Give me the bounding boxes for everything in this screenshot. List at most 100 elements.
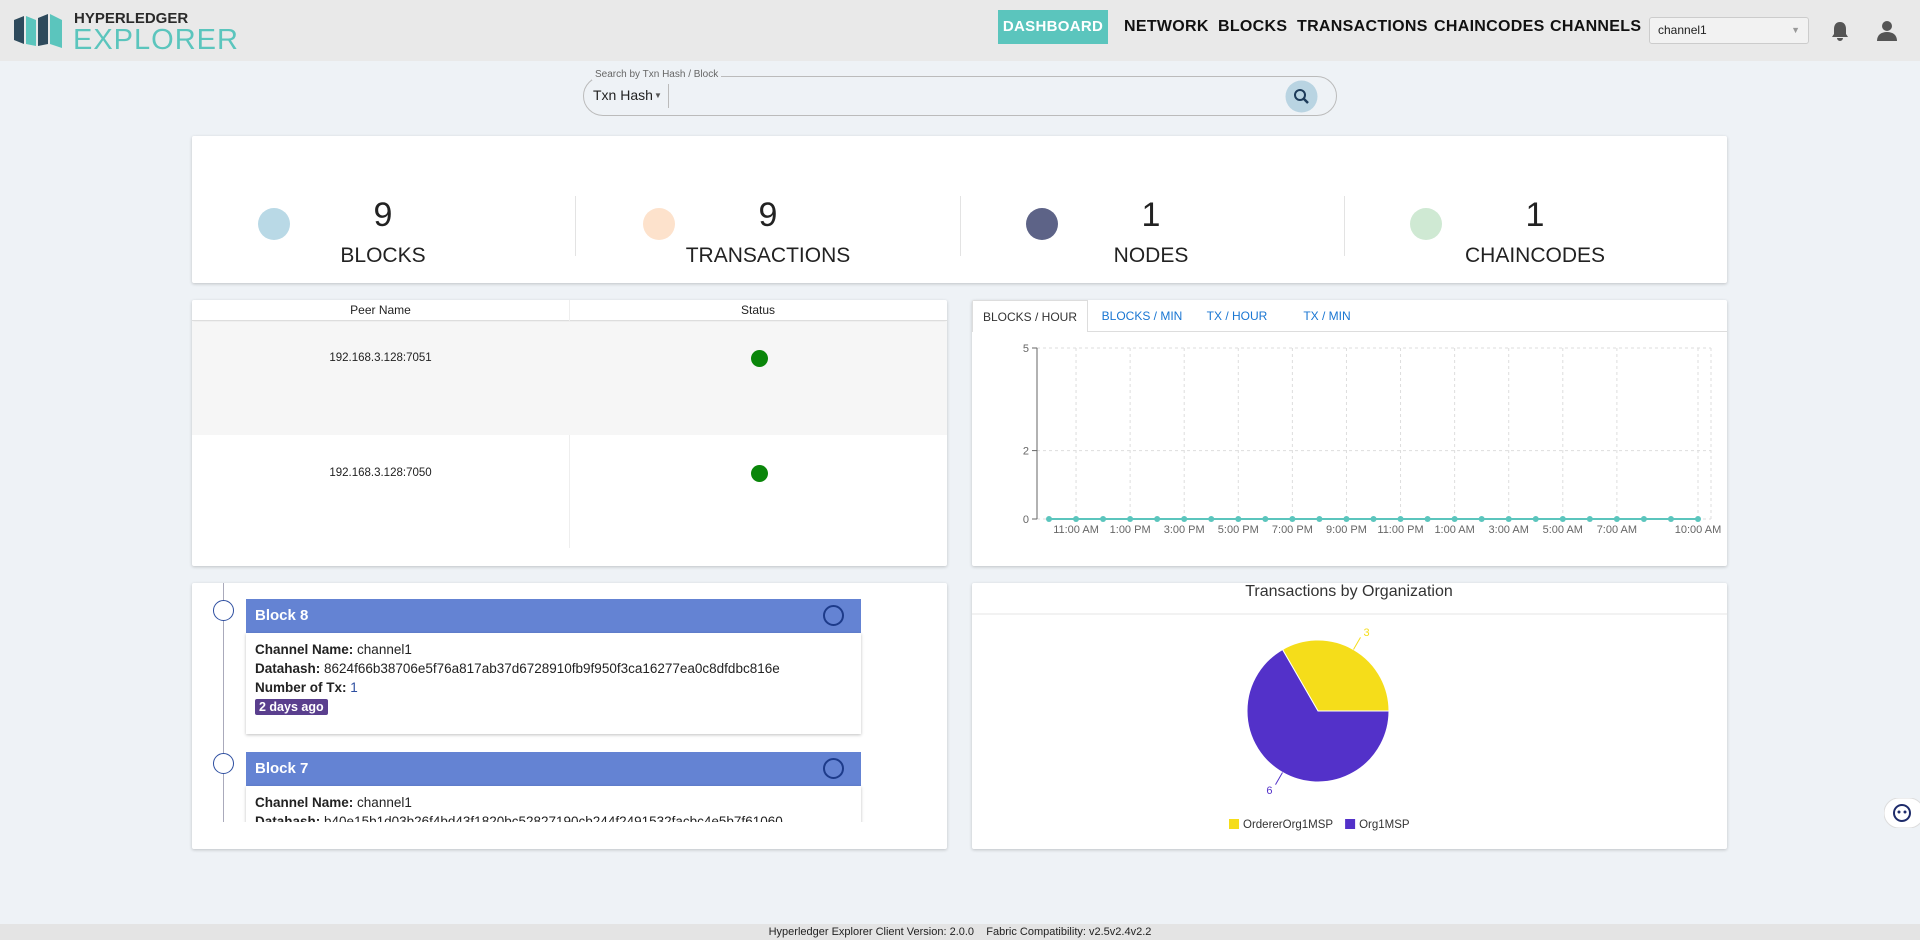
stat-label: BLOCKS	[340, 244, 426, 267]
x-tick-label: 3:00 AM	[1489, 524, 1529, 536]
data-point	[1046, 516, 1052, 522]
nav-item[interactable]: CHAINCODES	[1434, 18, 1545, 35]
y-tick-label: 5	[1023, 343, 1029, 355]
label-line	[1353, 637, 1361, 650]
x-tick-label: 5:00 PM	[1218, 524, 1259, 536]
timeline-dot	[213, 600, 234, 621]
tab[interactable]: BLOCKS / MIN	[1101, 309, 1183, 323]
data-point	[1505, 516, 1512, 522]
nav-item[interactable]: BLOCKS	[1218, 18, 1288, 35]
data-point	[1532, 516, 1539, 522]
column-header: Peer Name	[350, 303, 411, 317]
data-point	[1640, 516, 1647, 522]
divider	[575, 196, 576, 256]
x-tick-label: 10:00 AM	[1675, 524, 1721, 536]
chart-title: Transactions by Organization	[1245, 583, 1453, 600]
nav-item[interactable]: DASHBOARD	[998, 10, 1108, 44]
blocks-icon	[258, 208, 290, 240]
data-point	[1667, 516, 1674, 522]
data-point	[1208, 516, 1215, 522]
timeline	[192, 583, 947, 822]
data-point	[1586, 516, 1593, 522]
user-icon[interactable]	[1876, 19, 1898, 41]
x-tick-label: 1:00 PM	[1110, 524, 1151, 536]
stat-value: 9	[373, 196, 393, 234]
status-dot	[751, 465, 768, 482]
legend-label: Org1MSP	[1359, 819, 1410, 831]
nav-item[interactable]: NETWORK	[1124, 18, 1209, 35]
x-tick-label: 7:00 PM	[1272, 524, 1313, 536]
data-point	[1370, 516, 1377, 522]
dropdown-arrow: ▼	[654, 91, 662, 100]
label-line	[1275, 772, 1283, 785]
x-tick-label: 11:00 AM	[1053, 524, 1099, 536]
divider	[960, 196, 961, 256]
data-point	[1397, 516, 1404, 522]
peers-card: Peer Name Status 192.168.3.128:7051 192.…	[192, 300, 947, 566]
peer-name: 192.168.3.128:7051	[329, 352, 432, 364]
tx-icon	[643, 208, 675, 240]
search-type[interactable]: Txn Hash	[593, 87, 653, 103]
stat-value: 1	[1525, 196, 1545, 234]
data-point	[1289, 516, 1296, 522]
data-point	[1424, 516, 1431, 522]
footer-version: Hyperledger Explorer Client Version: 2.0…	[768, 926, 975, 938]
column-header: Status	[740, 303, 776, 317]
x-tick-label: 5:00 AM	[1543, 524, 1583, 536]
x-tick-label: 1:00 AM	[1434, 524, 1474, 536]
data-point	[1181, 516, 1188, 522]
data-point	[1478, 516, 1485, 522]
stat-label: NODES	[1113, 244, 1189, 267]
data-point	[1695, 516, 1701, 522]
nav-item[interactable]: TRANSACTIONS	[1297, 18, 1428, 35]
data-label: 3	[1364, 627, 1370, 639]
chart-card: BLOCKS / HOUR BLOCKS / MIN TX / HOUR TX …	[972, 300, 1727, 566]
tab-border	[972, 331, 1727, 332]
assistant-icon[interactable]	[1884, 798, 1920, 828]
stat-value: 9	[758, 196, 778, 234]
stat-label: CHAINCODES	[1464, 244, 1606, 267]
line-chart: 0 2 5 11:00 AM 1:00 PM 3:00 PM 5:00 PM 7:00 PM 9…	[1023, 343, 1721, 536]
divider	[1344, 196, 1345, 256]
y-tick-label: 2	[1023, 446, 1029, 458]
data-point	[1316, 516, 1323, 522]
search-button[interactable]	[1285, 80, 1318, 113]
logo-top: HYPERLEDGER	[74, 10, 189, 27]
x-tick-label: 3:00 PM	[1164, 524, 1205, 536]
data-point	[1451, 516, 1458, 522]
footer: Hyperledger Explorer Client Version: 2.0…	[0, 924, 1920, 940]
data-point	[1127, 516, 1134, 522]
stats-card	[192, 136, 1727, 283]
search-box[interactable]	[583, 76, 1337, 116]
tab[interactable]: TX / HOUR	[1206, 309, 1268, 323]
data-point	[1073, 516, 1080, 522]
legend-swatch	[1229, 819, 1239, 829]
x-tick-label: 11:00 PM	[1377, 524, 1423, 536]
channel-select[interactable]: channel1 ▼	[1649, 17, 1809, 44]
bell-icon[interactable]	[1830, 20, 1850, 42]
nav-item[interactable]: CHANNELS	[1550, 18, 1642, 35]
timeline-dot	[213, 753, 234, 774]
logo-bottom: EXPLORER	[73, 24, 239, 56]
header	[0, 0, 1920, 61]
pie-chart: Transactions by Organization 3 6 OrdererOrg…	[972, 583, 1727, 831]
data-point	[1235, 516, 1242, 522]
data-point	[1262, 516, 1269, 522]
search-label: Search by Txn Hash / Block	[592, 69, 722, 80]
chaincodes-icon	[1410, 208, 1442, 240]
peer-name: 192.168.3.128:7050	[329, 467, 432, 479]
legend-swatch	[1345, 819, 1356, 829]
legend-label: OrdererOrg1MSP	[1243, 819, 1333, 831]
tab[interactable]: TX / MIN	[1303, 309, 1351, 323]
search-divider	[668, 84, 669, 108]
stat-value: 1	[1141, 196, 1161, 234]
tab[interactable]: BLOCKS / HOUR	[972, 300, 1088, 332]
x-tick-label: 7:00 AM	[1597, 524, 1637, 536]
logo-icon	[14, 14, 62, 48]
footer-compat: Fabric Compatibility: v2.5v2.4v2.2	[986, 926, 1152, 938]
nodes-icon	[1026, 208, 1058, 240]
x-tick-label: 9:00 PM	[1326, 524, 1367, 536]
data-point	[1343, 516, 1350, 522]
table-row	[192, 322, 947, 435]
